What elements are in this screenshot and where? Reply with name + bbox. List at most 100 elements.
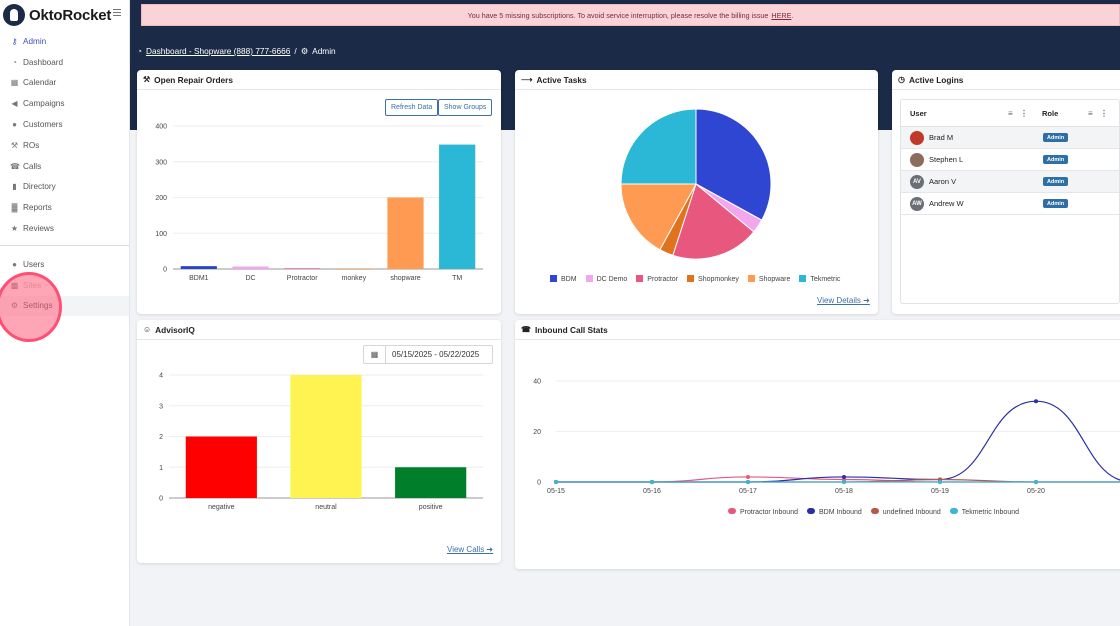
role-badge: Admin bbox=[1043, 199, 1069, 208]
dashboard-icon: ◔ bbox=[137, 46, 143, 56]
sidebar-item-users[interactable]: ● Users bbox=[0, 254, 129, 275]
repair-orders-header: ⚒ Open Repair Orders bbox=[137, 70, 501, 90]
advisoriq-title: AdvisorIQ bbox=[155, 324, 195, 335]
legend-item[interactable]: Shopware bbox=[747, 275, 790, 283]
menu-toggle-icon[interactable] bbox=[113, 9, 121, 16]
data-point bbox=[746, 474, 750, 479]
wrench-icon: ⚒ bbox=[10, 140, 19, 150]
legend-item[interactable]: BDM Inbound bbox=[806, 508, 862, 516]
sidebar-item-label: Reviews bbox=[23, 224, 54, 234]
view-details-link[interactable]: View Details ➜ bbox=[817, 296, 870, 305]
advisoriq-chart: 0 1 2 3 4 negative neutral positive bbox=[159, 373, 483, 511]
column-menu-icon[interactable]: ⋮ bbox=[1020, 108, 1028, 118]
view-calls-link[interactable]: View Calls ➜ bbox=[447, 545, 494, 554]
calendar-icon: ▦ bbox=[10, 78, 19, 88]
breadcrumb: ◔ Dashboard - Shopware (888) 777-6666 / … bbox=[137, 46, 336, 56]
col-user[interactable]: User bbox=[910, 108, 927, 118]
x-tick-label: monkey bbox=[342, 275, 367, 282]
avatar bbox=[910, 152, 924, 167]
data-point bbox=[1034, 399, 1038, 404]
breadcrumb-current: Admin bbox=[312, 46, 336, 56]
star-icon: ★ bbox=[10, 224, 19, 234]
sidebar-item-reports[interactable]: ▓ Reports bbox=[0, 197, 129, 218]
legend-item[interactable]: Tekmetric Inbound bbox=[949, 508, 1019, 516]
megaphone-icon: ◀ bbox=[11, 99, 18, 109]
repair-orders-title: Open Repair Orders bbox=[154, 74, 234, 85]
clock-icon: ◷ bbox=[898, 75, 905, 84]
legend-label: Protractor bbox=[647, 276, 679, 283]
sidebar-item-dashboard[interactable]: ◔ Dashboard bbox=[0, 52, 129, 73]
legend-item[interactable]: DC Demo bbox=[585, 275, 627, 283]
active-logins-title: Active Logins bbox=[908, 74, 964, 85]
calendar-icon: ▦ bbox=[364, 346, 386, 363]
users-icon: ● bbox=[12, 120, 17, 130]
table-row[interactable]: Brad M Admin bbox=[901, 127, 1119, 149]
legend-item[interactable]: BDM bbox=[550, 275, 577, 283]
sidebar-item-ros[interactable]: ⚒ ROs bbox=[0, 135, 129, 156]
x-tick-label: shopware bbox=[390, 275, 420, 282]
pie-slice-bdm bbox=[695, 108, 772, 221]
sidebar-item-label: Admin bbox=[23, 36, 47, 46]
alert-text: You have 5 missing subscriptions. To avo… bbox=[467, 10, 769, 20]
series-line-1 bbox=[556, 400, 1120, 483]
x-tick-label: positive bbox=[419, 504, 443, 511]
user-name: Andrew W bbox=[929, 199, 964, 208]
breadcrumb-dashboard-link[interactable]: Dashboard - Shopware (888) 777-6666 bbox=[146, 46, 291, 56]
alert-link[interactable]: HERE bbox=[771, 10, 792, 20]
refresh-data-button[interactable]: Refresh Data bbox=[385, 99, 439, 116]
table-row[interactable]: AV Aaron V Admin bbox=[901, 171, 1119, 193]
sidebar-item-customers[interactable]: ● Customers bbox=[0, 114, 129, 135]
logins-rows: Brad M Admin Stephen L Admin AV Aaron V Admin A… bbox=[901, 127, 1119, 215]
data-point bbox=[746, 480, 750, 484]
filter-icon[interactable]: ≡ bbox=[1008, 108, 1013, 118]
date-range-picker[interactable]: ▦ 05/15/2025 - 05/22/2025 bbox=[363, 345, 493, 364]
sidebar-item-campaigns[interactable]: ◀ Campaigns bbox=[0, 93, 129, 114]
data-point bbox=[842, 474, 846, 479]
active-tasks-card: ⟶ Active Tasks BDM DC Demo Protractor Shopm… bbox=[515, 70, 878, 314]
sidebar-item-admin[interactable]: ⚷ Admin bbox=[0, 31, 129, 52]
legend-label: BDM Inbound bbox=[818, 509, 862, 516]
x-tick-label: TM bbox=[452, 275, 462, 282]
legend-label: Shopmonkey bbox=[698, 276, 739, 283]
col-role[interactable]: Role bbox=[1042, 108, 1059, 118]
legend-label: undefined Inbound bbox=[882, 509, 941, 516]
app-logo[interactable]: OktoRocket bbox=[3, 4, 111, 26]
y-tick-label: 0 bbox=[163, 267, 167, 274]
legend-label: Tekmetric bbox=[810, 276, 841, 283]
y-tick-label: 200 bbox=[155, 195, 167, 202]
y-tick-label: 1 bbox=[159, 465, 163, 472]
y-tick-label: 300 bbox=[155, 159, 167, 166]
legend-item[interactable]: undefined Inbound bbox=[870, 508, 941, 516]
active-logins-table: User ≡ ⋮ Role ≡ ⋮ Brad M Admin Stephen L Ad… bbox=[900, 99, 1120, 304]
show-groups-button[interactable]: Show Groups bbox=[438, 99, 493, 116]
avatar: AV bbox=[910, 174, 924, 189]
click-highlight bbox=[0, 272, 62, 342]
user-name: Brad M bbox=[929, 133, 954, 142]
column-menu-icon[interactable]: ⋮ bbox=[1100, 108, 1108, 118]
legend-item[interactable]: Protractor Inbound bbox=[728, 508, 798, 516]
active-tasks-title: Active Tasks bbox=[536, 74, 587, 85]
sidebar-item-calendar[interactable]: ▦ Calendar bbox=[0, 73, 129, 94]
sidebar-item-directory[interactable]: ▮ Directory bbox=[0, 177, 129, 198]
legend-item[interactable]: Shopmonkey bbox=[687, 275, 739, 283]
filter-icon[interactable]: ≡ bbox=[1088, 108, 1093, 118]
y-tick-label: 400 bbox=[155, 124, 167, 131]
y-tick-label: 40 bbox=[533, 379, 541, 386]
table-row[interactable]: AW Andrew W Admin bbox=[901, 193, 1119, 215]
repair-orders-chart: 0 100 200 300 400 BDM1 DC Protractor monkey shopw… bbox=[155, 124, 483, 282]
legend-swatch bbox=[550, 275, 557, 282]
sidebar-item-label: Users bbox=[23, 259, 45, 269]
bar-negative bbox=[185, 436, 257, 498]
sidebar-item-label: Calls bbox=[23, 161, 42, 171]
sidebar-item-reviews[interactable]: ★ Reviews bbox=[0, 218, 129, 239]
bar-shopware bbox=[387, 197, 424, 269]
y-tick-label: 4 bbox=[159, 373, 163, 380]
sidebar-item-calls[interactable]: ☎ Calls bbox=[0, 156, 129, 177]
table-row[interactable]: Stephen L Admin bbox=[901, 149, 1119, 171]
arrow-right-icon: ⟶ bbox=[521, 75, 533, 84]
legend-item[interactable]: Protractor bbox=[636, 275, 678, 283]
legend-item[interactable]: Tekmetric bbox=[799, 275, 840, 283]
legend-swatch bbox=[806, 508, 815, 514]
sidebar-item-label: ROs bbox=[23, 140, 40, 150]
